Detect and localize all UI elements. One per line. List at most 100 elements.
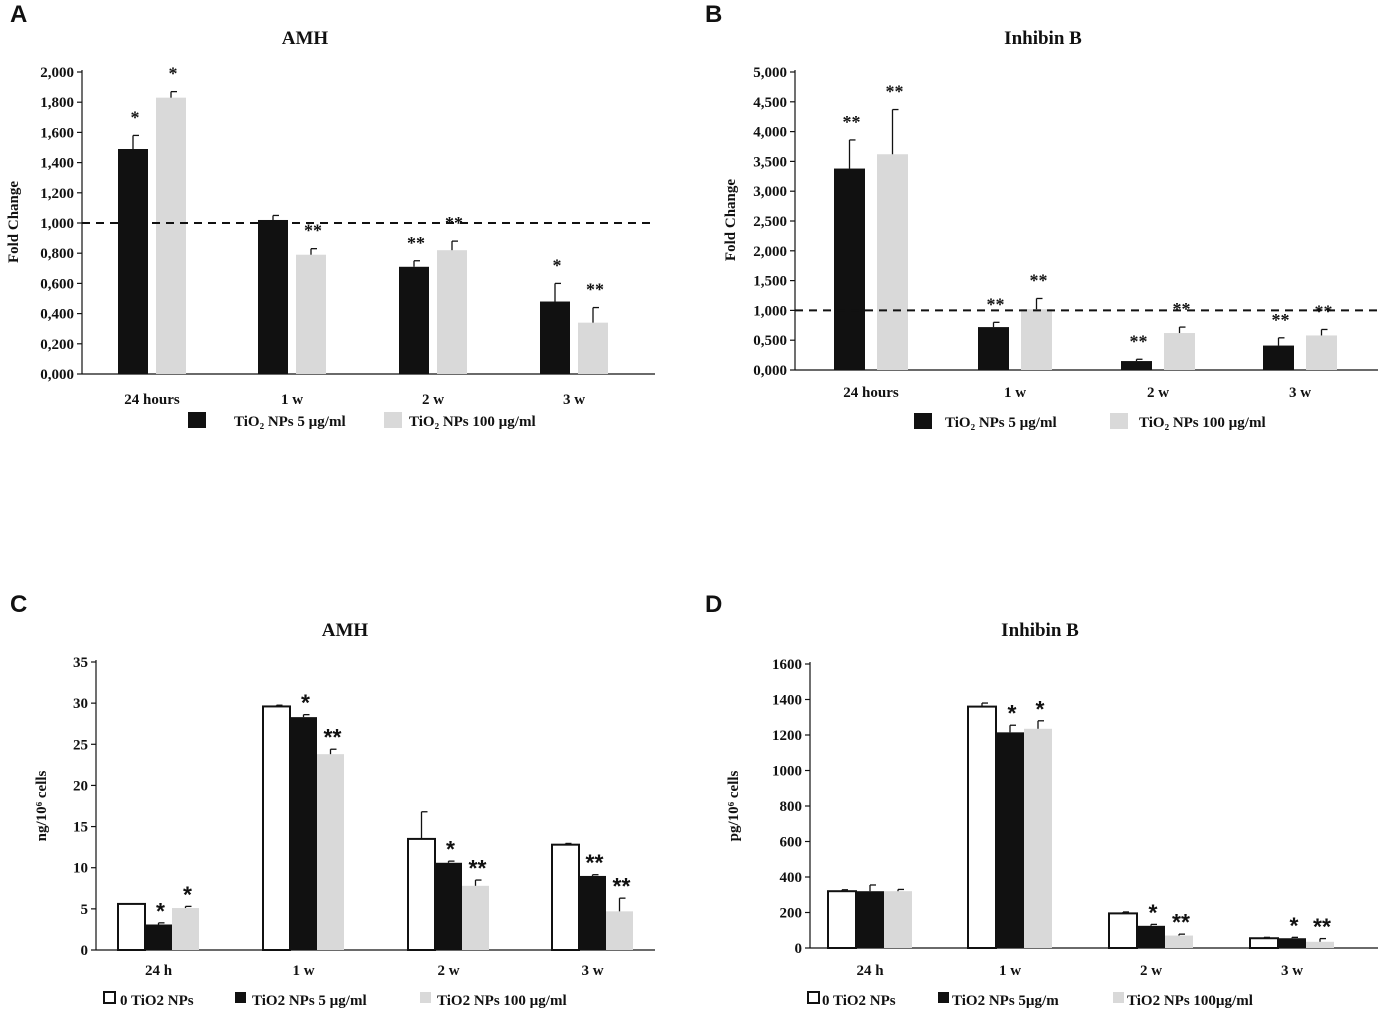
bar [978,327,1009,370]
x-tick-label: 2 w [437,963,459,979]
y-tick-label: 0,600 [40,276,74,292]
y-tick-label: 600 [780,835,803,851]
chart-title: Inhibin B [1004,28,1082,49]
y-axis-label: pg/10⁶ cells [726,770,742,841]
significance-mark: ** [886,82,904,102]
x-tick-label: 3 w [581,963,603,979]
y-tick-label: 3,000 [753,184,787,200]
legend-swatch [420,992,431,1003]
bar [1121,361,1152,370]
y-tick-label: 0 [81,943,89,959]
x-tick-label: 1 w [292,963,314,979]
legend-swatch [807,991,820,1004]
y-tick-label: 5 [81,902,89,918]
bar [877,154,908,370]
bar [407,837,436,952]
legend-label: TiO2 NPs 100 µg/ml [437,993,567,1009]
x-tick-label: 2 w [422,392,444,408]
x-tick-label: 3 w [1289,385,1311,401]
bar [884,891,912,948]
legend-label: TiO₂ NPs 5 µg/ml [945,415,1057,431]
bar [996,732,1024,948]
bar [172,908,199,950]
x-tick-label: 1 w [281,392,303,408]
y-tick-label: 400 [780,870,803,886]
significance-mark: * [1036,696,1045,722]
significance-mark: ** [1030,270,1048,290]
y-tick-label: 4,500 [753,95,787,111]
significance-mark: ** [586,850,604,876]
legend-swatch [1113,992,1124,1003]
significance-mark: * [156,898,165,924]
legend-swatch [384,412,402,428]
significance-mark: ** [1313,914,1331,940]
significance-mark: ** [987,294,1005,314]
legend-label: 0 TiO2 NPs [120,993,194,1009]
chart-panel-b: B Inhibin B Fold Change 0,000 0,500 1,000 1,50… [705,1,1378,431]
y-tick-label: 35 [73,655,88,671]
bar [1278,938,1306,948]
y-tick-label: 2,500 [753,214,787,230]
y-tick-label: 25 [73,737,88,753]
y-tick-label: 1600 [772,657,802,673]
y-tick-label: 10 [73,861,88,877]
legend-label: TiO₂ NPs 5 µg/ml [234,414,346,430]
significance-mark: * [1290,912,1299,938]
y-tick-label: 0,800 [40,246,74,262]
y-tick-label: 4,000 [753,125,787,141]
legend-label: TiO2 NPs 100µg/ml [1127,993,1253,1009]
x-tick-label: 2 w [1140,963,1162,979]
x-tick-label: 3 w [1281,963,1303,979]
y-tick-label: 1400 [772,693,802,709]
significance-mark: * [169,64,178,84]
panel-label: C [10,591,27,618]
bar [1137,925,1165,948]
bar [1021,309,1052,370]
bar [1263,345,1294,370]
legend-swatch [103,991,116,1004]
panel-label: B [705,1,722,28]
bar [579,875,606,950]
x-tick-label: 24 h [856,963,884,979]
chart-title: AMH [322,620,369,641]
significance-mark: ** [407,233,425,253]
y-axis-label: Fold Change [723,179,739,261]
bar [437,250,467,374]
significance-mark: * [1008,700,1017,726]
legend-swatch [235,992,246,1003]
y-tick-label: 30 [73,696,88,712]
significance-mark: * [1149,899,1158,925]
y-tick-label: 0,200 [40,337,74,353]
legend-swatch [1110,413,1128,429]
legend-swatch [188,412,206,428]
legend-swatch [938,992,949,1003]
legend-label: TiO2 NPs 5µg/m [952,993,1059,1009]
bar [117,902,146,951]
y-axis-label: ng/10⁶ cells [34,770,50,841]
significance-mark: ** [586,280,604,300]
x-tick-label: 2 w [1147,385,1169,401]
y-tick-label: 200 [780,906,803,922]
y-tick-label: 1,600 [40,125,74,141]
legend-label: 0 TiO2 NPs [822,993,896,1009]
chart-panel-a: A AMH Fold Change 0,000 0,200 0,400 0,600 0,800… [6,1,655,430]
y-tick-label: 1,000 [40,216,74,232]
chart-title: AMH [282,28,329,49]
bar [578,322,608,374]
bar [262,705,291,951]
legend-swatch [914,413,932,429]
x-tick-label: 3 w [563,392,585,408]
significance-mark: ** [1130,331,1148,351]
significance-mark: ** [1173,299,1191,319]
significance-mark: ** [304,221,322,241]
legend-label: TiO₂ NPs 100 µg/ml [409,414,536,430]
bar [551,843,580,951]
y-tick-label: 5,000 [753,65,787,81]
y-tick-label: 800 [780,799,803,815]
bar [145,924,172,950]
chart-title: Inhibin B [1001,620,1079,641]
x-tick-label: 24 hours [843,385,899,401]
bar [258,219,288,374]
bar [540,301,570,374]
